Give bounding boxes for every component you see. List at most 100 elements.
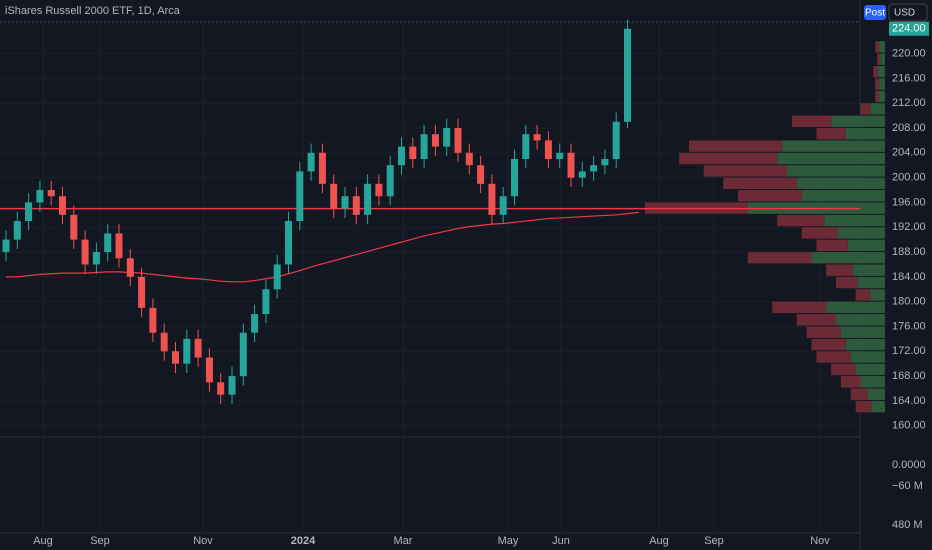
x-tick-label: Mar [394,535,413,547]
x-tick-label: Aug [33,535,53,547]
pane-tick-label: −60 M [892,480,923,492]
y-tick-label: 184.00 [892,271,926,283]
profile-down [840,376,861,388]
profile-down [738,190,802,202]
candle-body [13,221,21,240]
candle-body [307,152,315,172]
candle-body [47,190,55,197]
profile-up [870,103,885,115]
pane-tick-label: 0.0000 [892,459,926,471]
candle-body [104,233,112,253]
profile-up [852,264,885,276]
y-tick-label: 180.00 [892,296,926,308]
x-tick-label: 2024 [291,535,316,547]
candle-body [228,376,236,395]
profile-down [826,264,853,276]
candle-body [578,171,586,178]
profile-down [777,214,825,227]
profile-down [796,314,836,326]
y-tick-label: 216.00 [892,72,926,84]
profile-down [855,400,872,413]
profile-up [870,289,885,301]
y-tick-label: 220.00 [892,47,926,59]
profile-down [831,363,856,376]
candle-body [386,165,394,197]
profile-down [689,140,783,152]
profile-up [801,190,885,202]
candle-body [183,338,191,364]
profile-down [811,338,846,351]
candle-body [81,239,89,265]
candle-body [533,134,541,141]
candle-body [273,264,281,290]
y-tick-label: 200.00 [892,172,926,184]
last-price-label: 224.00 [892,23,926,35]
y-tick-label: 192.00 [892,221,926,233]
profile-up [836,314,885,326]
y-tick-label: 176.00 [892,320,926,332]
profile-down [850,388,868,400]
candle-body [398,146,405,166]
profile-up [826,301,885,314]
candle-body [318,152,326,184]
candle-body [590,165,598,172]
x-tick-label: Sep [704,535,724,547]
x-tick-label: Sep [90,535,110,547]
profile-up [831,115,885,128]
candle-body [149,307,157,333]
candle-body [194,338,202,358]
candle-body [477,165,485,184]
candle-body [217,382,225,395]
profile-down [855,289,871,301]
currency-button-label[interactable]: USD [894,8,915,19]
candle-body [205,357,213,383]
candle-body [567,152,575,178]
profile-down [806,326,841,338]
x-tick-label: Jun [552,535,570,547]
candle-body [522,134,530,160]
y-tick-label: 160.00 [892,420,926,432]
profile-down [860,103,871,115]
candle-body [2,239,10,253]
y-tick-label: 196.00 [892,196,926,208]
y-tick-label: 172.00 [892,345,926,357]
candle-body [285,221,292,265]
candle-body [126,258,134,277]
y-tick-label: 168.00 [892,370,926,382]
post-button-label[interactable]: Post [865,8,885,19]
candle-body [352,196,360,215]
candle-body [443,128,451,147]
profile-up [879,90,885,103]
candle-body [420,134,428,160]
candle-body [59,196,66,215]
profile-up [879,78,885,90]
candle-body [36,190,44,203]
candle-body [138,276,146,308]
profile-up [845,128,885,140]
profile-down [816,239,848,252]
profile-up [787,165,885,177]
profile-down [816,351,851,363]
candle-body [465,152,473,166]
profile-up [871,400,885,413]
candle-body [601,159,609,166]
candle-body [330,183,338,209]
y-tick-label: 164.00 [892,395,926,407]
candle-body [239,332,247,377]
x-tick-label: Aug [649,535,669,547]
profile-up [777,152,885,165]
candle-body [341,196,349,209]
currency-button[interactable] [888,3,928,22]
y-tick-label: 212.00 [892,97,926,109]
candle-body [488,183,496,215]
candle-body [556,152,564,160]
candle-body [409,146,417,160]
x-tick-label: May [498,535,519,547]
candle-body [544,140,552,160]
post-button[interactable] [864,5,886,20]
profile-down [801,227,838,239]
candle-body [612,121,620,160]
pane-tick-label: 480 M [892,519,923,531]
x-tick-label: Nov [193,535,213,547]
